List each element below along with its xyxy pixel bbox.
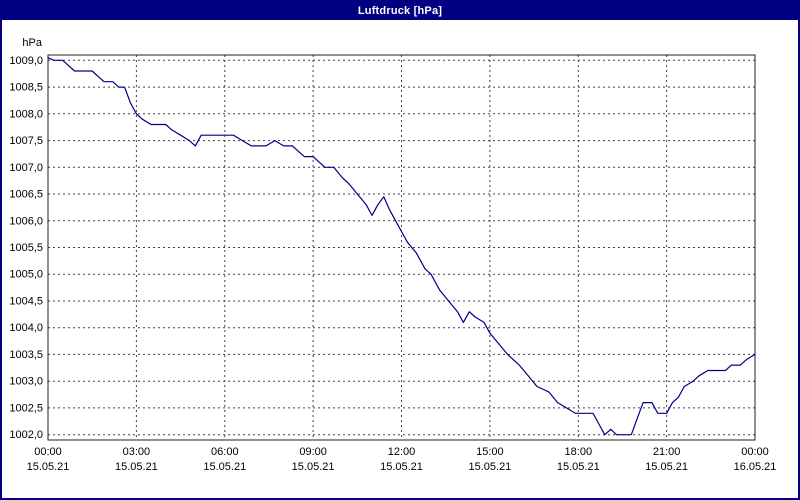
x-axis-time-label: 12:00: [388, 446, 416, 458]
x-axis-time-label: 00:00: [741, 446, 769, 458]
x-axis-time-label: 21:00: [653, 446, 681, 458]
y-axis-unit-label: hPa: [22, 37, 42, 49]
x-axis-date-label: 15.05.21: [203, 461, 246, 473]
x-axis-date-label: 15.05.21: [115, 461, 158, 473]
title-bar: Luftdruck [hPa]: [2, 2, 798, 20]
y-axis-tick-label: 1009,0: [9, 55, 43, 67]
x-axis-date-label: 15.05.21: [292, 461, 335, 473]
y-axis-tick-label: 1005,5: [9, 242, 43, 254]
x-axis-time-label: 06:00: [211, 446, 239, 458]
y-axis-tick-label: 1002,0: [9, 429, 43, 441]
x-axis-time-label: 18:00: [565, 446, 593, 458]
y-axis-tick-label: 1008,5: [9, 82, 43, 94]
pressure-series-line: [47, 57, 756, 436]
y-axis-tick-label: 1006,5: [9, 189, 43, 201]
y-axis-tick-label: 1004,5: [9, 296, 43, 308]
x-axis-date-label: 15.05.21: [380, 461, 423, 473]
x-axis-date-label: 15.05.21: [468, 461, 511, 473]
y-axis-tick-label: 1008,0: [9, 108, 43, 120]
x-axis-date-label: 15.05.21: [645, 461, 688, 473]
y-axis-tick-label: 1006,0: [9, 215, 43, 227]
x-axis-date-label: 15.05.21: [557, 461, 600, 473]
pressure-chart-svg: 1009,0 1008,5 1008,0 1007,5 1007,0 1006,5 1006…: [9, 37, 777, 473]
chart-area: 1009,0 1008,5 1008,0 1007,5 1007,0 1006,5 1006…: [2, 20, 798, 498]
window-title: Luftdruck [hPa]: [357, 5, 443, 17]
y-axis-tick-label: 1007,0: [9, 162, 43, 174]
y-axis-tick-label: 1003,0: [9, 376, 43, 388]
y-axis-tick-label: 1003,5: [9, 349, 43, 361]
y-axis-tick-label: 1007,5: [9, 135, 43, 147]
y-axis-tick-label: 1002,5: [9, 402, 43, 414]
y-axis-tick-label: 1005,0: [9, 269, 43, 281]
y-axis-tick-label: 1004,0: [9, 322, 43, 334]
x-axis-date-label: 15.05.21: [27, 461, 70, 473]
x-axis-time-label: 00:00: [34, 446, 62, 458]
x-axis-time-label: 09:00: [299, 446, 327, 458]
x-axis-time-label: 03:00: [123, 446, 151, 458]
x-axis-date-label: 16.05.21: [734, 461, 777, 473]
x-axis-time-label: 15:00: [476, 446, 504, 458]
